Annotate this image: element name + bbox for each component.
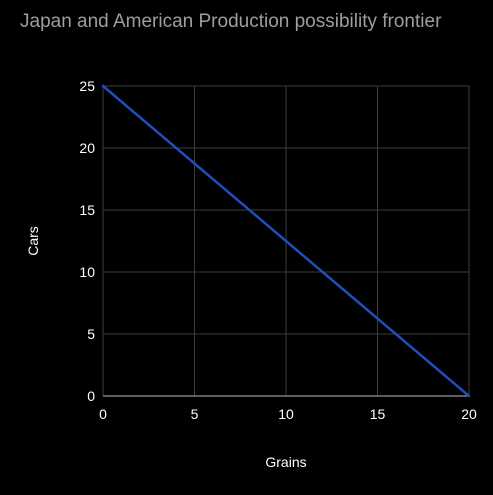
x-tick-label: 20 <box>461 406 477 422</box>
y-tick-label: 10 <box>79 264 95 280</box>
y-axis-label: Cars <box>25 226 41 256</box>
x-tick-label: 5 <box>191 406 199 422</box>
x-tick-label: 0 <box>99 406 107 422</box>
tick-labels: 0 5 10 15 20 0 5 10 15 20 25 <box>79 78 477 422</box>
x-axis-label: Grains <box>265 454 306 470</box>
y-tick-label: 15 <box>79 202 95 218</box>
y-tick-label: 5 <box>87 326 95 342</box>
series-line <box>101 84 471 398</box>
grid <box>102 85 470 397</box>
y-tick-label: 0 <box>87 388 95 404</box>
series-layer <box>101 84 471 398</box>
y-tick-label: 20 <box>79 140 95 156</box>
x-tick-label: 15 <box>370 406 386 422</box>
chart-title: Japan and American Production possibilit… <box>20 11 442 32</box>
y-tick-label: 25 <box>79 78 95 94</box>
x-tick-label: 10 <box>278 406 294 422</box>
